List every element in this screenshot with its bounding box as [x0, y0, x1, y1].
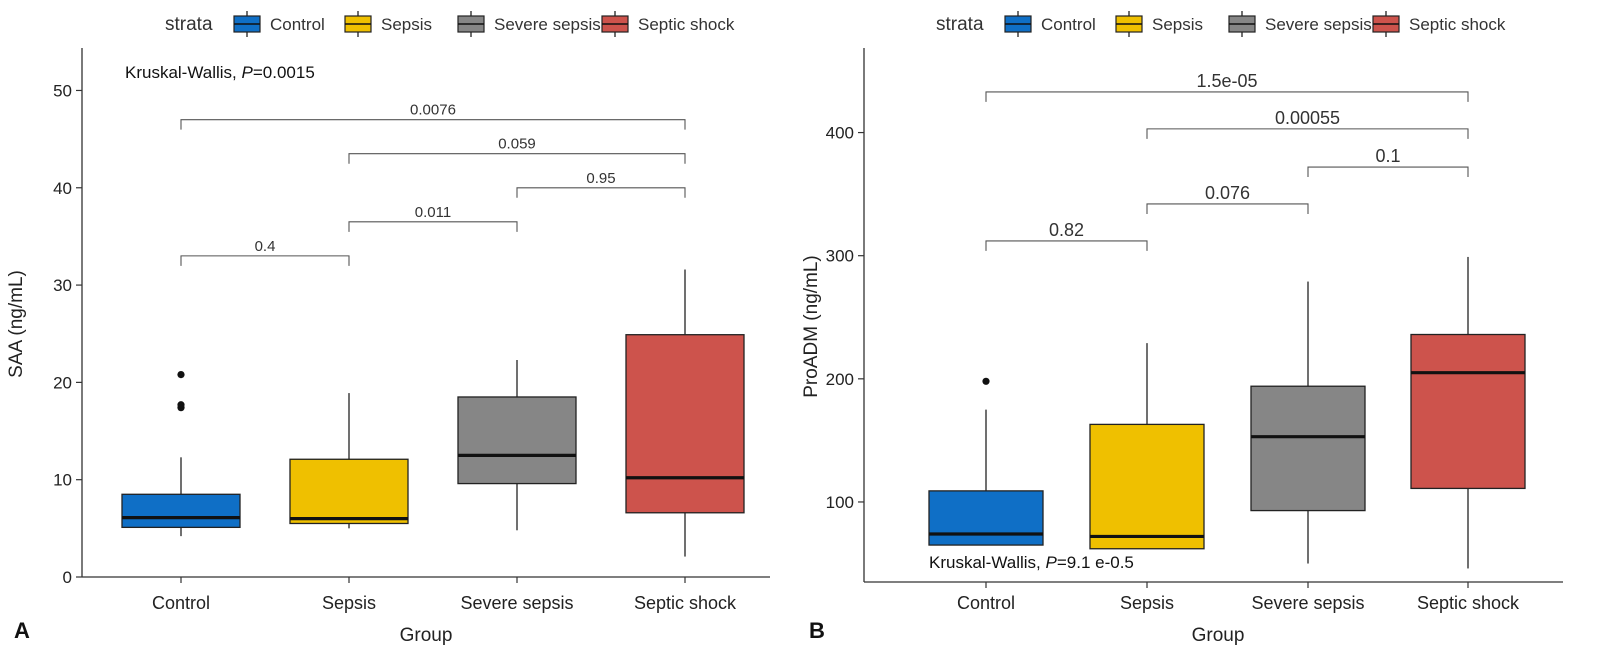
legend-label: Septic shock — [638, 15, 735, 34]
p-value-label: 0.00055 — [1275, 108, 1340, 128]
p-value-label: 0.82 — [1049, 220, 1084, 240]
x-tick-label: Sepsis — [1120, 593, 1174, 613]
box-control — [121, 371, 241, 537]
legend-key-severe-sepsis: Severe sepsis — [457, 11, 601, 37]
y-tick-label: 300 — [826, 247, 854, 266]
comparison-bracket: 0.059 — [348, 136, 686, 164]
comparison-bracket: 0.011 — [348, 204, 518, 232]
legend-key-severe-sepsis: Severe sepsis — [1228, 11, 1372, 37]
iqr-box — [625, 334, 745, 514]
legend-label: Septic shock — [1409, 15, 1506, 34]
y-tick-label: 30 — [53, 276, 72, 295]
x-tick-label: Severe sepsis — [1251, 593, 1364, 613]
y-tick-label: 40 — [53, 179, 72, 198]
comparison-bracket: 0.4 — [180, 238, 350, 266]
outlier-point — [177, 371, 185, 379]
p-value-label: 0.076 — [1205, 183, 1250, 203]
comparison-bracket: 0.82 — [985, 220, 1148, 251]
legend-label: Sepsis — [381, 15, 432, 34]
p-value-label: 0.4 — [255, 238, 276, 255]
x-tick-label: Sepsis — [322, 593, 376, 613]
legend-key-sepsis: Sepsis — [344, 11, 432, 37]
outlier-point — [177, 401, 185, 409]
box-septic-shock — [1410, 256, 1526, 569]
legend-key-sepsis: Sepsis — [1115, 11, 1203, 37]
legend-label: Severe sepsis — [1265, 15, 1372, 34]
p-value-label: 0.1 — [1375, 146, 1400, 166]
box-sepsis — [289, 393, 409, 529]
p-value-label: 0.0076 — [410, 102, 456, 119]
legend-title: strata — [165, 14, 213, 35]
comparison-bracket: 0.95 — [516, 170, 686, 198]
x-tick-label: Control — [957, 593, 1015, 613]
outlier-point — [982, 377, 990, 385]
box-sepsis — [1089, 343, 1205, 550]
comparison-bracket: 0.1 — [1307, 146, 1469, 178]
box-septic-shock — [625, 269, 745, 557]
x-tick-label: Septic shock — [634, 593, 737, 613]
y-tick-label: 50 — [53, 81, 72, 100]
iqr-box — [1250, 385, 1366, 512]
x-tick-label: Septic shock — [1417, 593, 1520, 613]
iqr-box — [457, 396, 577, 485]
legend-key-septic-shock: Septic shock — [601, 11, 735, 37]
legend-label: Control — [1041, 15, 1096, 34]
p-value-label: 0.95 — [586, 170, 615, 187]
comparison-bracket: 0.076 — [1146, 183, 1309, 214]
comparison-bracket: 1.5e-05 — [985, 71, 1469, 102]
box-control — [928, 377, 1044, 546]
legend-title: strata — [936, 14, 984, 35]
p-value-label: 1.5e-05 — [1196, 71, 1257, 91]
iqr-box — [121, 493, 241, 529]
y-tick-label: 0 — [63, 568, 72, 587]
legend-key-control: Control — [233, 11, 325, 37]
legend: strata Control Sepsis Severe sepsis Septic s… — [936, 11, 1506, 37]
box-severe-sepsis — [1250, 281, 1366, 564]
y-tick-label: 200 — [826, 370, 854, 389]
y-axis-title: SAA (ng/mL) — [6, 270, 27, 378]
iqr-box — [928, 490, 1044, 546]
iqr-box — [1089, 423, 1205, 550]
kruskal-wallis-label: Kruskal-Wallis, P=9.1 e-0.5 — [929, 553, 1134, 572]
x-axis-title: Group — [1192, 625, 1245, 646]
iqr-box — [289, 458, 409, 525]
legend: strata Control Sepsis Severe sepsis Septic s… — [165, 11, 735, 37]
legend-label: Severe sepsis — [494, 15, 601, 34]
panel-letter: B — [809, 618, 825, 643]
legend-key-control: Control — [1004, 11, 1096, 37]
y-tick-label: 100 — [826, 493, 854, 512]
panel-b: strata Control Sepsis Severe sepsis Septic s… — [801, 11, 1563, 646]
x-tick-label: Severe sepsis — [460, 593, 573, 613]
comparison-bracket: 0.00055 — [1146, 108, 1469, 139]
comparison-bracket: 0.0076 — [180, 102, 686, 130]
kruskal-wallis-label: Kruskal-Wallis, P=0.0015 — [125, 63, 315, 82]
y-tick-label: 400 — [826, 124, 854, 143]
x-axis-title: Group — [400, 625, 453, 646]
panel-a: strata Control Sepsis Severe sepsis Septic s… — [6, 11, 770, 646]
y-tick-label: 20 — [53, 373, 72, 392]
p-value-label: 0.059 — [498, 136, 536, 153]
box-severe-sepsis — [457, 360, 577, 531]
y-tick-label: 10 — [53, 471, 72, 490]
panel-letter: A — [14, 618, 30, 643]
legend-label: Sepsis — [1152, 15, 1203, 34]
legend-label: Control — [270, 15, 325, 34]
x-tick-label: Control — [152, 593, 210, 613]
y-axis-title: ProADM (ng/mL) — [801, 255, 822, 398]
iqr-box — [1410, 333, 1526, 490]
p-value-label: 0.011 — [415, 204, 451, 221]
legend-key-septic-shock: Septic shock — [1372, 11, 1506, 37]
